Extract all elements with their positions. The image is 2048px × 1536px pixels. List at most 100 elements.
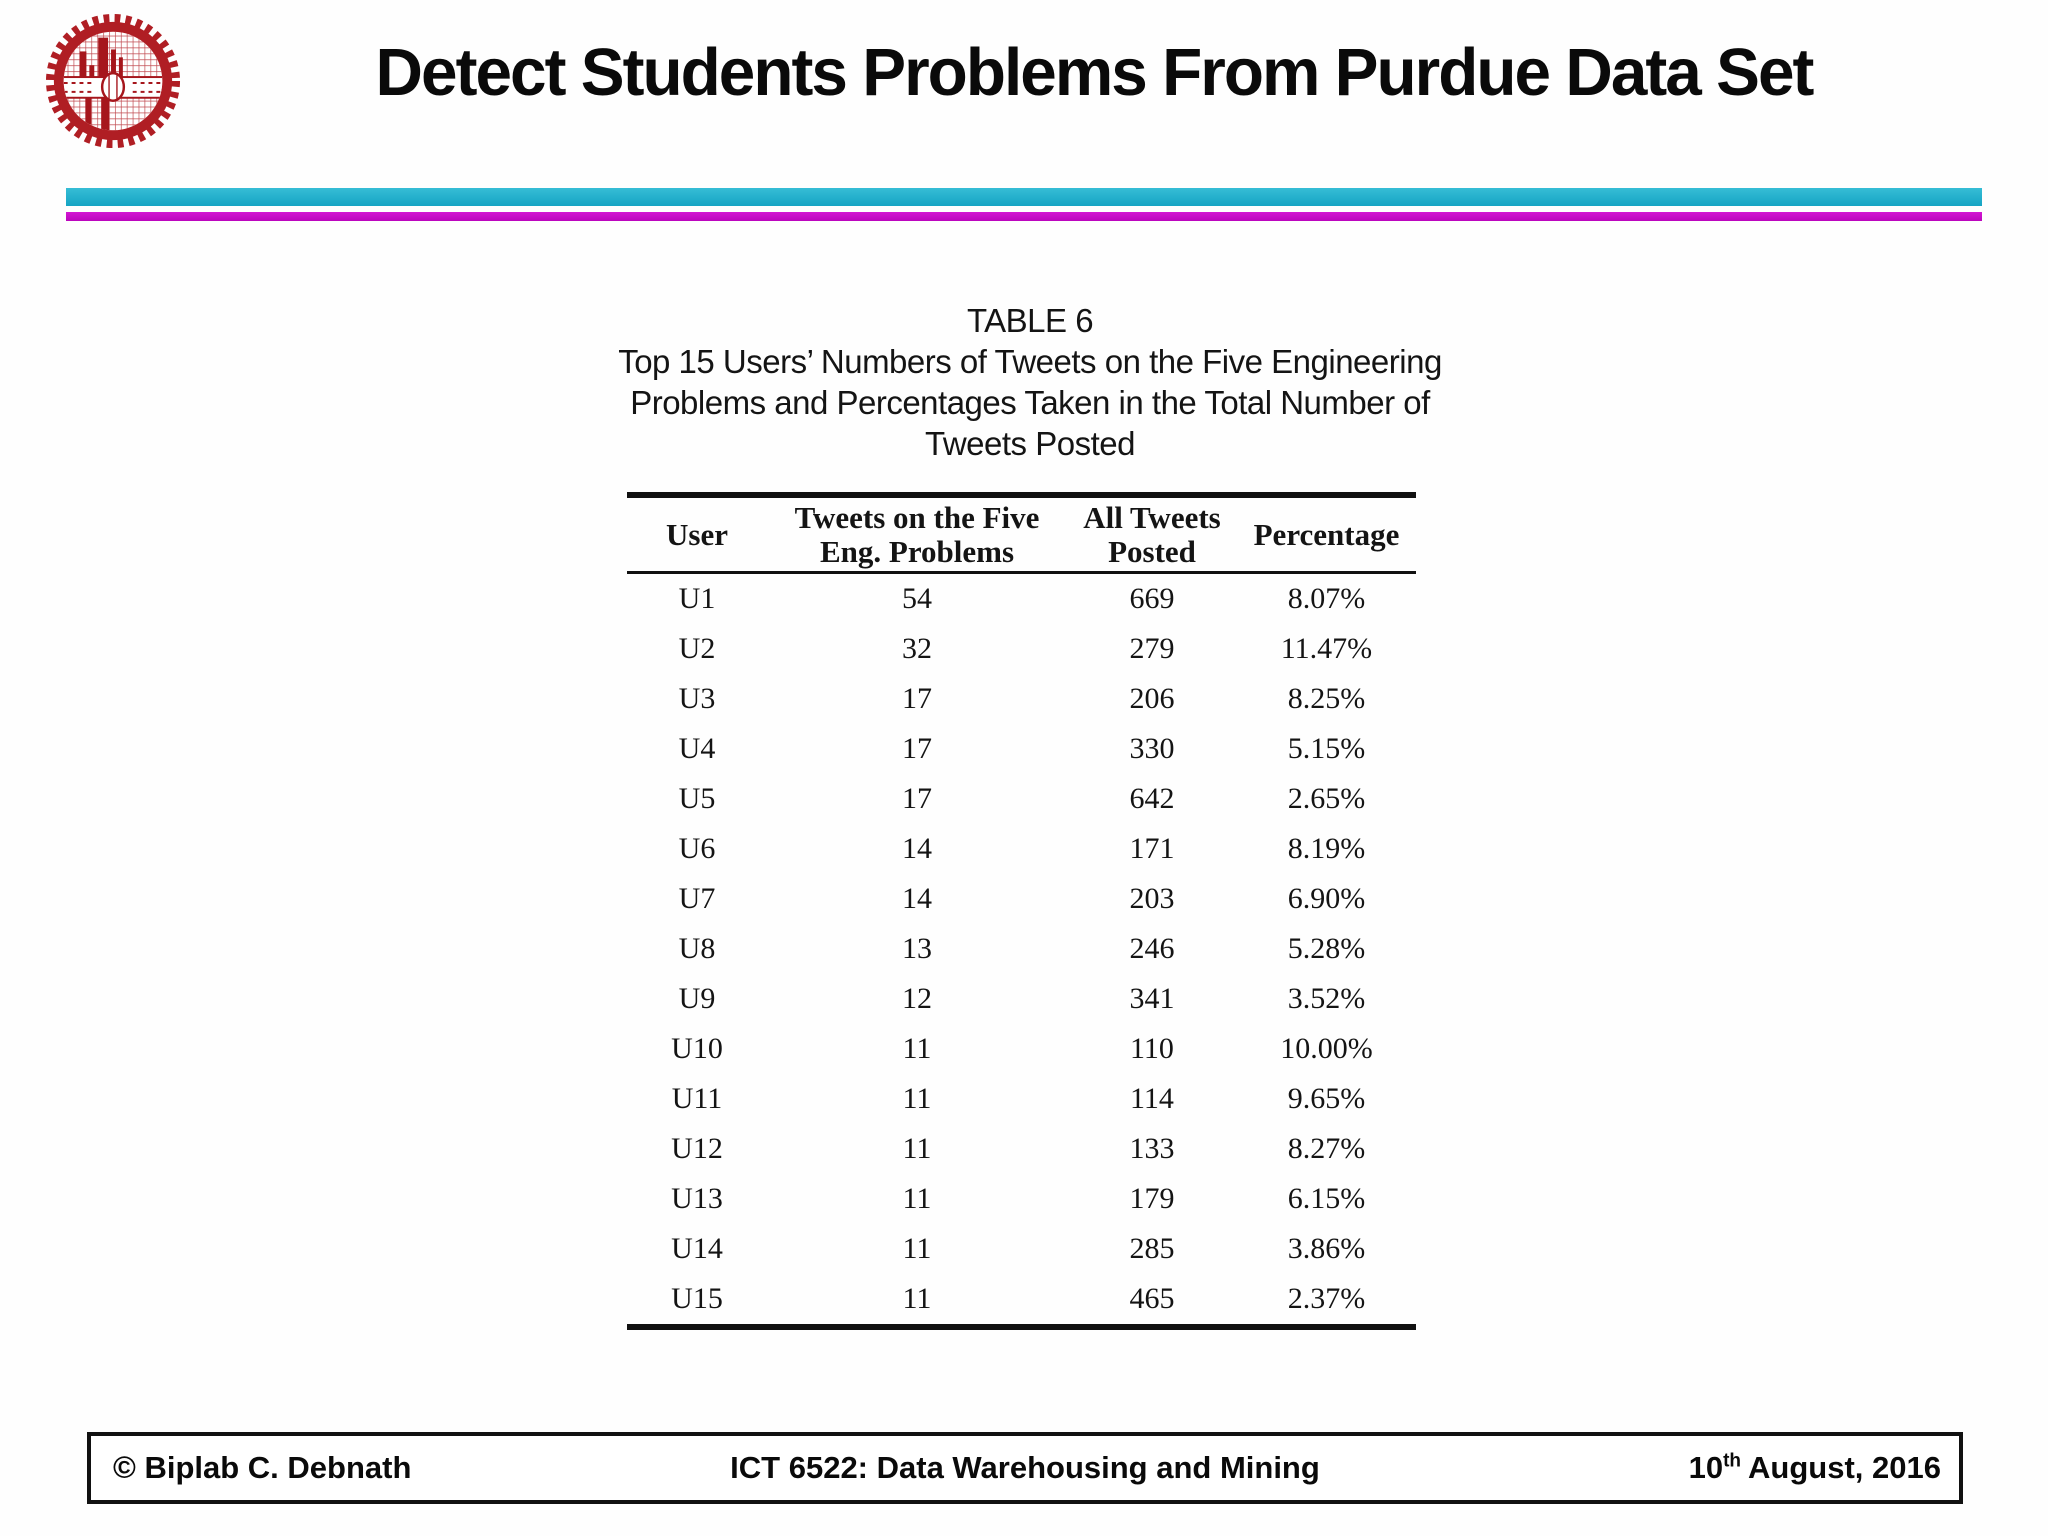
cell-tweets-five: 11 (902, 1282, 932, 1315)
cell-user: U2 (678, 632, 716, 665)
table-header-row: User Tweets on the Five Eng. Problems Al… (627, 498, 1416, 571)
table-row: U2 32 279 11.47% (627, 624, 1416, 674)
cell-tweets-five: 14 (902, 882, 932, 915)
cell-percentage: 3.52% (1287, 982, 1366, 1015)
table-caption: TABLE 6 Top 15 Users’ Numbers of Tweets … (330, 300, 1730, 464)
cell-user: U11 (671, 1082, 723, 1115)
column-header-user: User (666, 516, 728, 552)
cell-user: U10 (671, 1032, 723, 1065)
cell-tweets-five: 11 (902, 1032, 932, 1065)
cell-all-tweets: 285 (1129, 1232, 1175, 1265)
column-header-tweets-five: Tweets on the Five Eng. Problems (767, 499, 1067, 569)
cell-user: U4 (678, 732, 716, 765)
cell-all-tweets: 171 (1129, 832, 1175, 865)
cell-user: U1 (678, 582, 716, 615)
cell-tweets-five: 12 (902, 982, 932, 1015)
cell-percentage: 11.47% (1280, 632, 1373, 665)
table-row: U15 11 465 2.37% (627, 1274, 1416, 1324)
footer-copyright: © Biplab C. Debnath (113, 1450, 412, 1485)
cell-percentage: 5.28% (1287, 932, 1366, 965)
cell-all-tweets: 465 (1129, 1282, 1175, 1315)
footer-date-day: 10 (1688, 1450, 1724, 1485)
cell-all-tweets: 133 (1129, 1132, 1175, 1165)
footer-course: ICT 6522: Data Warehousing and Mining (730, 1450, 1320, 1485)
table-row: U11 11 114 9.65% (627, 1074, 1416, 1124)
accent-rule-magenta (66, 212, 1982, 221)
cell-all-tweets: 179 (1129, 1182, 1175, 1215)
page-title: Detect Students Problems From Purdue Dat… (375, 35, 1815, 110)
cell-all-tweets: 206 (1129, 682, 1175, 715)
cell-user: U5 (678, 782, 716, 815)
cell-all-tweets: 279 (1129, 632, 1175, 665)
cell-user: U9 (678, 982, 716, 1015)
cell-all-tweets: 110 (1130, 1032, 1174, 1065)
cell-percentage: 8.25% (1287, 682, 1366, 715)
cell-tweets-five: 11 (902, 1182, 932, 1215)
table-header-divider (627, 571, 1416, 574)
cell-user: U3 (678, 682, 716, 715)
table-row: U4 17 330 5.15% (627, 724, 1416, 774)
data-table: User Tweets on the Five Eng. Problems Al… (627, 492, 1416, 1330)
cell-percentage: 6.15% (1287, 1182, 1366, 1215)
footer-date: 10th August, 2016 (1689, 1450, 1941, 1486)
cell-percentage: 8.07% (1287, 582, 1366, 615)
cell-tweets-five: 54 (902, 582, 932, 615)
table-row: U7 14 203 6.90% (627, 874, 1416, 924)
cell-percentage: 8.19% (1287, 832, 1366, 865)
table-row: U1 54 669 8.07% (627, 574, 1416, 624)
cell-user: U12 (671, 1132, 723, 1165)
footer-bar: © Biplab C. Debnath ICT 6522: Data Wareh… (87, 1432, 1963, 1504)
cell-percentage: 3.86% (1287, 1232, 1366, 1265)
accent-rule-cyan (66, 188, 1982, 206)
caption-line-2: Problems and Percentages Taken in the To… (630, 384, 1430, 421)
cell-tweets-five: 17 (902, 732, 932, 765)
cell-all-tweets: 114 (1130, 1082, 1174, 1115)
table-row: U14 11 285 3.86% (627, 1224, 1416, 1274)
table-row: U5 17 642 2.65% (627, 774, 1416, 824)
table-row: U13 11 179 6.15% (627, 1174, 1416, 1224)
cell-tweets-five: 11 (902, 1232, 932, 1265)
cell-tweets-five: 17 (902, 782, 932, 815)
university-gear-logo-icon (45, 13, 181, 149)
table-row: U9 12 341 3.52% (627, 974, 1416, 1024)
cell-all-tweets: 669 (1129, 582, 1175, 615)
cell-percentage: 5.15% (1287, 732, 1366, 765)
cell-all-tweets: 330 (1129, 732, 1175, 765)
column-header-line: Tweets on the Five (794, 499, 1040, 535)
cell-all-tweets: 341 (1129, 982, 1175, 1015)
footer-date-suffix: th (1723, 1450, 1742, 1472)
cell-all-tweets: 642 (1129, 782, 1175, 815)
table-row: U3 17 206 8.25% (627, 674, 1416, 724)
column-header-line: Eng. Problems (819, 533, 1015, 569)
table-row: U8 13 246 5.28% (627, 924, 1416, 974)
caption-line-1: Top 15 Users’ Numbers of Tweets on the F… (618, 343, 1442, 380)
cell-user: U6 (678, 832, 716, 865)
cell-tweets-five: 32 (902, 632, 932, 665)
cell-tweets-five: 11 (902, 1132, 932, 1165)
table-row: U6 14 171 8.19% (627, 824, 1416, 874)
table-bottom-border (627, 1324, 1416, 1330)
cell-user: U14 (671, 1232, 723, 1265)
cell-tweets-five: 17 (902, 682, 932, 715)
cell-percentage: 2.65% (1287, 782, 1366, 815)
cell-percentage: 6.90% (1287, 882, 1366, 915)
cell-all-tweets: 203 (1129, 882, 1175, 915)
cell-percentage: 10.00% (1280, 1032, 1373, 1065)
cell-all-tweets: 246 (1129, 932, 1175, 965)
cell-percentage: 8.27% (1287, 1132, 1366, 1165)
table-row: U10 11 110 10.00% (627, 1024, 1416, 1074)
cell-user: U13 (671, 1182, 723, 1215)
cell-user: U7 (678, 882, 716, 915)
table-label: TABLE 6 (966, 302, 1094, 339)
cell-tweets-five: 11 (902, 1082, 932, 1115)
caption-line-3: Tweets Posted (925, 425, 1135, 462)
table-row: U12 11 133 8.27% (627, 1124, 1416, 1174)
footer-date-rest: August, 2016 (1748, 1450, 1941, 1485)
column-header-all-tweets: All Tweets Posted (1067, 499, 1237, 569)
cell-percentage: 2.37% (1287, 1282, 1366, 1315)
column-header-percentage: Percentage (1253, 516, 1400, 552)
column-header-line: All Tweets (1083, 499, 1221, 535)
cell-user: U8 (678, 932, 716, 965)
column-header-line: Posted (1108, 533, 1196, 569)
table-top-border (627, 492, 1416, 498)
